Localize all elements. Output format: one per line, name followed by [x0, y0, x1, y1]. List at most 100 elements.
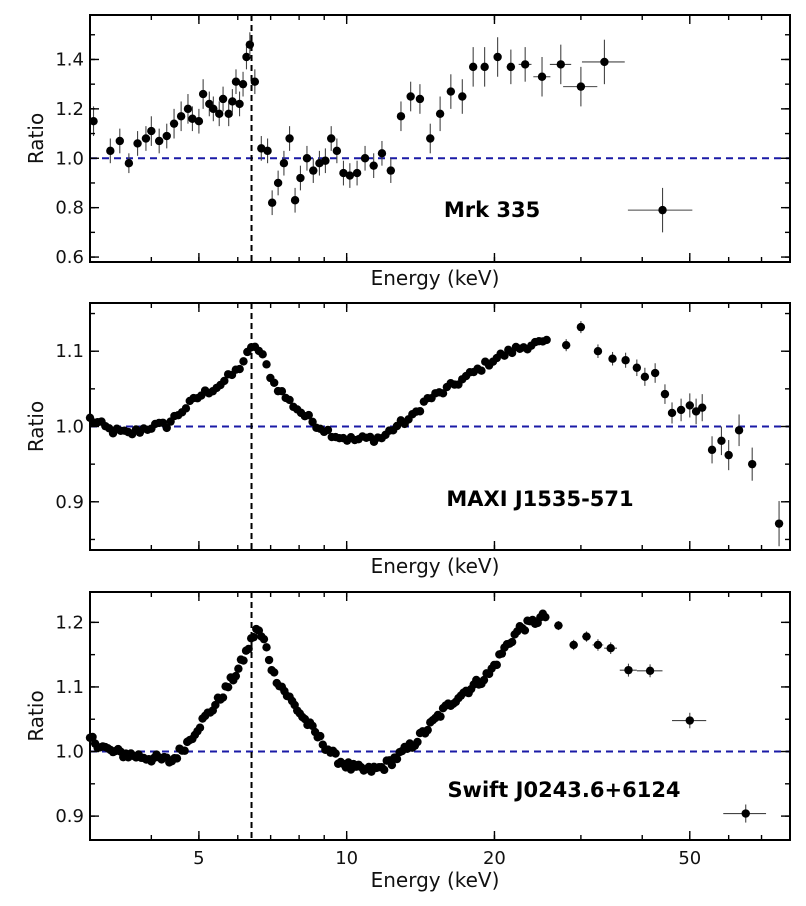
y-axis-label: Ratio: [24, 401, 48, 452]
data-point: [115, 136, 124, 146]
data-point: [162, 423, 171, 433]
data-point: [209, 104, 218, 114]
data-point: [556, 60, 565, 69]
data-point: [520, 60, 530, 69]
data-point: [658, 205, 667, 215]
data-point: [211, 700, 220, 710]
data-point: [480, 62, 489, 72]
data-point: [747, 459, 757, 469]
data-point: [169, 119, 179, 128]
x-axis-label: Energy (keV): [371, 266, 500, 290]
data-point: [218, 693, 228, 702]
data-point: [302, 154, 312, 163]
data-point: [220, 376, 229, 386]
data-point: [640, 372, 650, 381]
data-point: [386, 166, 396, 175]
data-point: [235, 364, 244, 374]
data-point: [507, 637, 517, 647]
data-point: [262, 360, 271, 369]
x-tick-label: 50: [678, 848, 701, 869]
data-point: [667, 408, 677, 418]
y-tick-label: 1.1: [55, 341, 84, 362]
data-point: [600, 57, 609, 67]
y-axis-label: Ratio: [24, 690, 48, 741]
data-point: [231, 671, 241, 681]
panel-title: Mrk 335: [444, 198, 540, 222]
y-tick-label: 1.2: [55, 612, 84, 633]
panel-title: MAXI J1535-571: [446, 487, 633, 511]
data-point: [380, 765, 389, 775]
data-point: [593, 346, 603, 356]
data-point: [624, 665, 633, 675]
data-point: [734, 426, 744, 435]
data-point: [162, 131, 171, 141]
data-point: [458, 92, 467, 101]
data-point: [194, 117, 204, 126]
data-point: [264, 655, 274, 665]
data-point: [392, 754, 402, 764]
data-point: [234, 664, 243, 673]
x-tick-label: 20: [483, 848, 506, 869]
data-point: [273, 178, 283, 188]
data-point: [181, 404, 191, 413]
data-point: [413, 737, 422, 747]
data-point: [608, 354, 617, 363]
data-point: [352, 168, 362, 178]
y-tick-label: 0.9: [55, 806, 84, 827]
data-point: [554, 621, 563, 630]
data-point: [147, 126, 156, 136]
data-point: [285, 134, 294, 143]
data-point: [741, 809, 750, 818]
panel-mrk-335: 0.6 0.8 1.0 1.2 1.4 Energy (keV) Ratio Mrk 335: [24, 14, 791, 290]
y-tick-label: 1.0: [55, 148, 84, 169]
data-point: [239, 656, 248, 665]
data-point: [415, 407, 425, 416]
data-point: [269, 378, 279, 387]
data-point: [323, 425, 333, 435]
data-point: [377, 149, 387, 158]
x-tick-label: 5: [193, 848, 204, 869]
data-point: [606, 643, 615, 653]
data-point: [576, 82, 586, 91]
data-point: [188, 114, 197, 123]
data-point: [576, 322, 586, 332]
data-point: [279, 159, 289, 168]
data-point: [223, 682, 233, 692]
data-point: [632, 363, 642, 372]
panel-maxi-j1535-571: 0.9 1.0 1.1 Energy (keV) Ratio MAXI J1535-571: [24, 302, 791, 578]
data-point: [195, 723, 205, 732]
data-point: [582, 632, 591, 641]
data-point: [321, 156, 330, 165]
data-point: [316, 731, 325, 741]
data-point: [215, 109, 224, 119]
data-point: [290, 196, 300, 205]
data-point: [360, 154, 370, 163]
data-point: [685, 401, 694, 410]
data-point: [269, 668, 279, 677]
data-point: [249, 632, 258, 642]
data-point: [238, 79, 248, 89]
y-tick-label: 0.9: [55, 492, 84, 513]
data-point: [724, 450, 733, 460]
data-point: [224, 109, 233, 119]
data-point: [387, 760, 397, 770]
data-point: [235, 99, 244, 109]
y-tick-label: 1.0: [55, 742, 84, 763]
data-point: [244, 644, 253, 654]
data-point: [231, 77, 241, 86]
data-point: [242, 52, 251, 62]
data-point: [435, 109, 445, 119]
data-point: [537, 72, 547, 81]
data-point: [309, 166, 318, 175]
data-point: [506, 62, 516, 72]
data-point: [172, 754, 182, 763]
data-point: [345, 171, 355, 180]
data-point: [645, 666, 655, 675]
y-tick-label: 0.6: [55, 247, 84, 268]
data-point: [228, 97, 237, 106]
data-point: [593, 640, 603, 650]
data-point: [415, 94, 425, 104]
data-point: [436, 712, 445, 721]
plot-frame: [89, 591, 791, 841]
